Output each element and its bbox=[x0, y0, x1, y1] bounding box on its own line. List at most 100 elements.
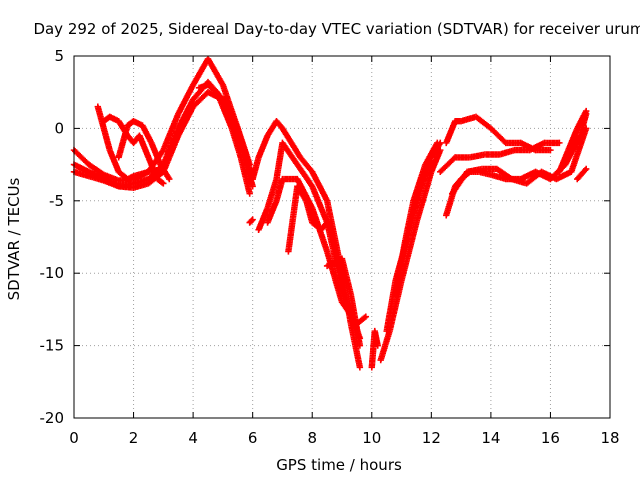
data-point bbox=[213, 89, 221, 96]
plus-stroke bbox=[547, 146, 554, 154]
data-point bbox=[273, 175, 280, 183]
data-point bbox=[556, 139, 563, 147]
series-trail bbox=[247, 217, 255, 225]
plus-stroke bbox=[511, 146, 518, 154]
data-point bbox=[410, 197, 417, 204]
plus-stroke bbox=[175, 132, 182, 139]
series-track-20 bbox=[437, 139, 563, 176]
data-point bbox=[496, 151, 504, 158]
data-point bbox=[85, 161, 93, 168]
data-point bbox=[130, 117, 137, 125]
plus-stroke bbox=[189, 96, 197, 103]
data-point bbox=[189, 96, 197, 103]
data-point bbox=[383, 327, 390, 335]
plus-stroke bbox=[368, 364, 375, 371]
plus-stroke bbox=[374, 342, 381, 349]
data-point bbox=[195, 84, 203, 92]
plus-stroke bbox=[478, 165, 486, 173]
plus-stroke bbox=[309, 168, 316, 176]
data-point bbox=[347, 291, 355, 299]
plus-stroke bbox=[568, 168, 575, 176]
data-point bbox=[246, 190, 253, 197]
plus-stroke bbox=[100, 177, 107, 184]
data-point bbox=[115, 154, 122, 161]
plus-stroke bbox=[574, 125, 581, 132]
data-point bbox=[392, 291, 399, 299]
data-point bbox=[130, 139, 137, 147]
plus-stroke bbox=[448, 190, 456, 197]
data-point bbox=[94, 103, 102, 110]
data-point bbox=[511, 146, 518, 154]
x-tick-label: 18 bbox=[600, 429, 619, 447]
data-point bbox=[124, 122, 131, 129]
series-track-21 bbox=[448, 125, 590, 197]
plus-stroke bbox=[145, 154, 152, 161]
x-tick-label: 12 bbox=[422, 429, 441, 447]
y-tick-label: -10 bbox=[40, 264, 65, 282]
plus-stroke bbox=[502, 139, 509, 147]
series-trail bbox=[101, 114, 166, 186]
x-tick-label: 16 bbox=[541, 429, 560, 447]
data-point bbox=[157, 161, 164, 168]
x-tick-label: 6 bbox=[248, 429, 258, 447]
plus-stroke bbox=[115, 154, 122, 161]
plus-stroke bbox=[204, 89, 212, 96]
data-point bbox=[508, 175, 515, 183]
plus-stroke bbox=[115, 183, 122, 190]
plus-stroke bbox=[157, 161, 164, 168]
data-point bbox=[574, 125, 581, 132]
data-point bbox=[264, 204, 271, 212]
data-point bbox=[279, 175, 286, 183]
data-point bbox=[502, 139, 509, 147]
data-point bbox=[106, 113, 113, 121]
plus-stroke bbox=[303, 197, 310, 204]
data-point bbox=[523, 180, 530, 187]
plus-stroke bbox=[255, 154, 262, 161]
plus-stroke bbox=[466, 154, 474, 161]
plus-stroke bbox=[392, 291, 399, 299]
plus-stroke bbox=[115, 177, 122, 184]
plus-stroke bbox=[264, 204, 271, 212]
plus-stroke bbox=[130, 184, 137, 191]
data-point bbox=[115, 183, 122, 190]
plus-stroke bbox=[371, 327, 378, 335]
series-track-3 bbox=[70, 89, 253, 191]
plus-stroke bbox=[249, 175, 256, 183]
data-point bbox=[139, 122, 146, 129]
data-point bbox=[356, 364, 364, 371]
data-point bbox=[582, 165, 590, 173]
plus-stroke bbox=[496, 151, 504, 158]
data-point bbox=[303, 197, 310, 204]
plus-stroke bbox=[264, 132, 271, 139]
data-point bbox=[204, 55, 212, 63]
plus-stroke bbox=[106, 113, 113, 121]
data-point bbox=[115, 177, 122, 184]
data-point bbox=[457, 117, 465, 125]
data-point bbox=[279, 125, 286, 132]
plus-stroke bbox=[487, 171, 495, 178]
series-track-13 bbox=[323, 255, 364, 349]
data-point bbox=[279, 139, 286, 147]
data-point bbox=[568, 168, 575, 176]
data-point bbox=[175, 110, 182, 118]
data-point bbox=[448, 190, 456, 197]
data-point bbox=[228, 125, 236, 132]
plus-stroke bbox=[273, 175, 280, 183]
plus-stroke bbox=[175, 110, 182, 118]
plus-stroke bbox=[317, 226, 325, 233]
data-point bbox=[451, 154, 459, 161]
data-point bbox=[175, 132, 182, 139]
data-point bbox=[273, 197, 280, 204]
data-point bbox=[100, 177, 107, 184]
plus-stroke bbox=[347, 291, 355, 299]
plus-stroke bbox=[195, 84, 203, 92]
plus-stroke bbox=[463, 168, 471, 176]
data-point bbox=[189, 81, 197, 89]
tick-layer: 0 2 4 6 8 10 12 14 16 18 -20 -15 -10 -5 0 5 bbox=[40, 47, 620, 447]
plus-stroke bbox=[148, 139, 155, 147]
data-point bbox=[541, 139, 548, 147]
data-point bbox=[377, 356, 384, 364]
series-track-12 bbox=[285, 183, 331, 255]
plus-stroke bbox=[356, 364, 364, 371]
data-point bbox=[106, 146, 113, 154]
